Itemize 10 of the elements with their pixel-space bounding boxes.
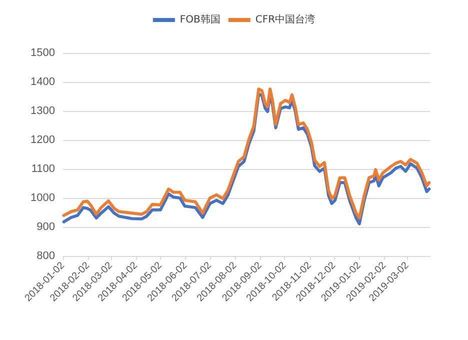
y-tick-label: 1200 xyxy=(30,134,55,146)
y-tick-label: 1300 xyxy=(30,105,55,117)
y-tick-label: 900 xyxy=(36,221,55,233)
y-tick-label: 1400 xyxy=(30,76,55,88)
y-tick-label: 1500 xyxy=(30,47,55,59)
legend-label: FOB韩国 xyxy=(180,14,220,26)
y-tick-label: 1100 xyxy=(31,163,55,175)
y-tick-label: 1000 xyxy=(30,192,55,204)
legend-label: CFR中国台湾 xyxy=(255,14,316,26)
y-tick-label: 800 xyxy=(36,250,55,262)
